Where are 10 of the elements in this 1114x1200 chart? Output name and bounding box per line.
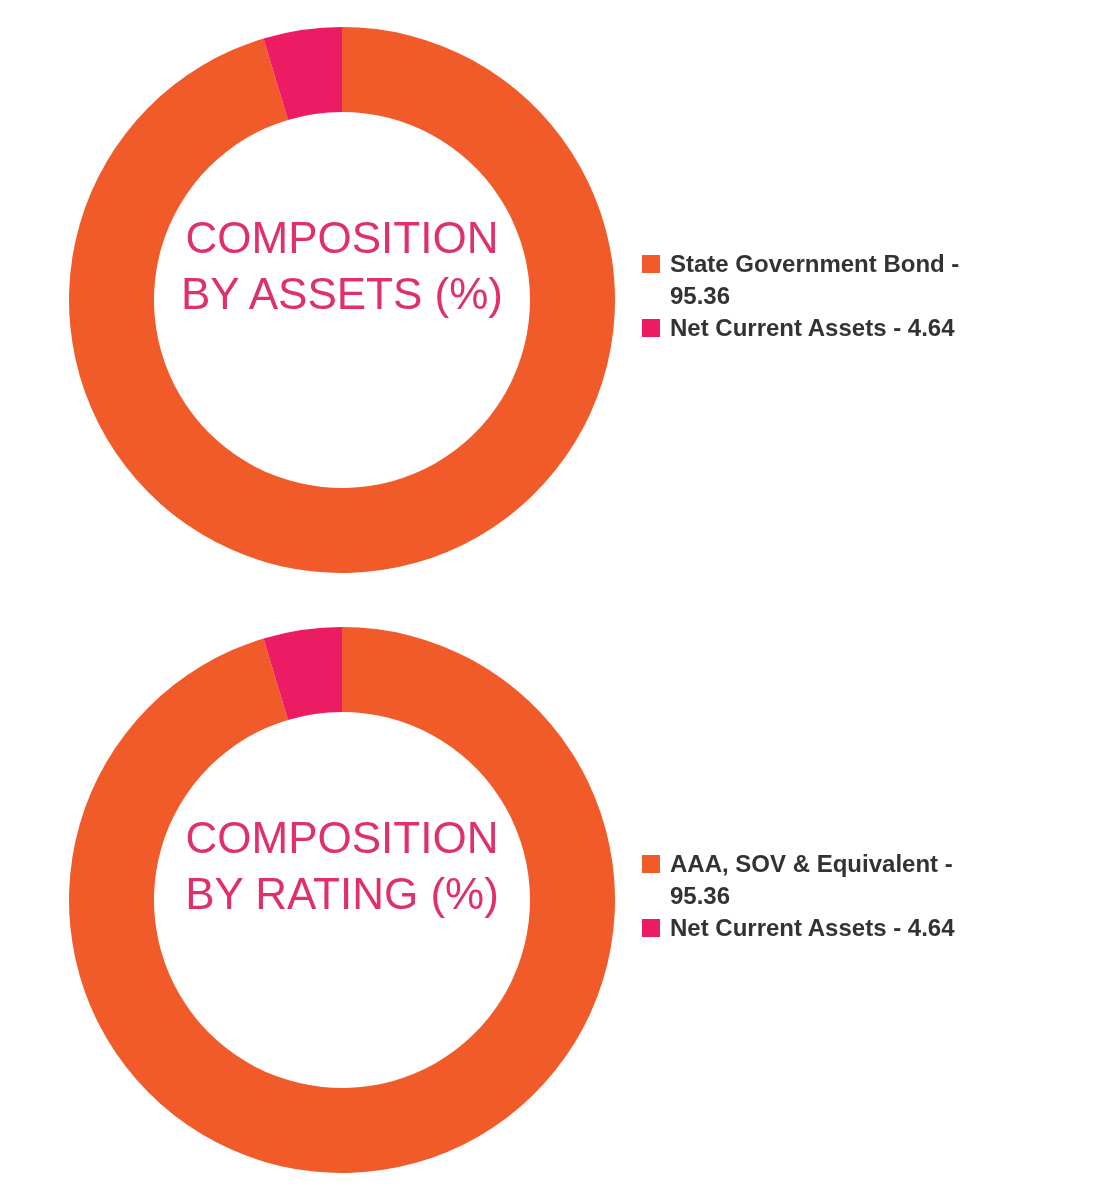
legend-label: Net Current Assets - 4.64 [670,313,955,343]
donut-slice [263,27,342,120]
legend-label: State Government Bond - 95.36 [670,249,961,311]
donut-slice [263,627,342,720]
text: COMPOSITION BY ASSETS (%) [180,212,504,320]
text: COMPOSITION BY RATING (%) [184,812,500,920]
donut-slice [69,27,615,573]
donut-slice [69,627,615,1173]
legend-label: AAA, SOV & Equivalent - 95.36 [670,849,954,911]
legend-label: Net Current Assets - 4.64 [670,913,955,943]
